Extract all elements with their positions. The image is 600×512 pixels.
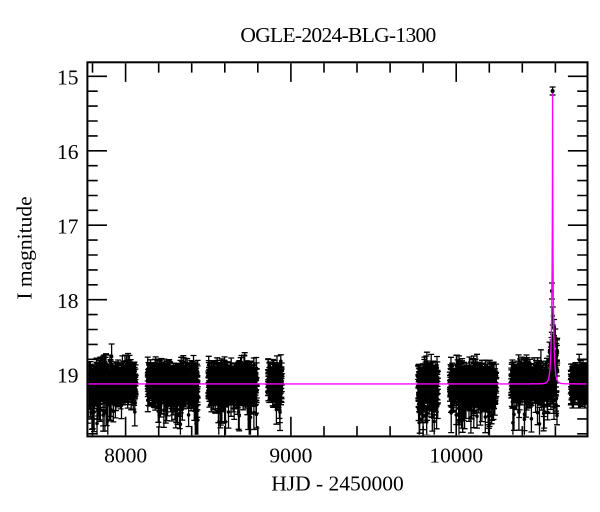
svg-text:8000: 8000	[104, 444, 147, 468]
svg-text:16: 16	[57, 140, 79, 164]
svg-text:9000: 9000	[269, 444, 312, 468]
svg-text:10000: 10000	[429, 444, 483, 468]
svg-text:HJD - 2450000: HJD - 2450000	[271, 471, 404, 495]
svg-text:15: 15	[57, 66, 79, 90]
svg-text:17: 17	[57, 215, 79, 239]
svg-text:OGLE-2024-BLG-1300: OGLE-2024-BLG-1300	[240, 23, 435, 47]
svg-text:19: 19	[57, 364, 79, 388]
svg-text:18: 18	[57, 289, 79, 313]
svg-text:I magnitude: I magnitude	[13, 196, 37, 299]
